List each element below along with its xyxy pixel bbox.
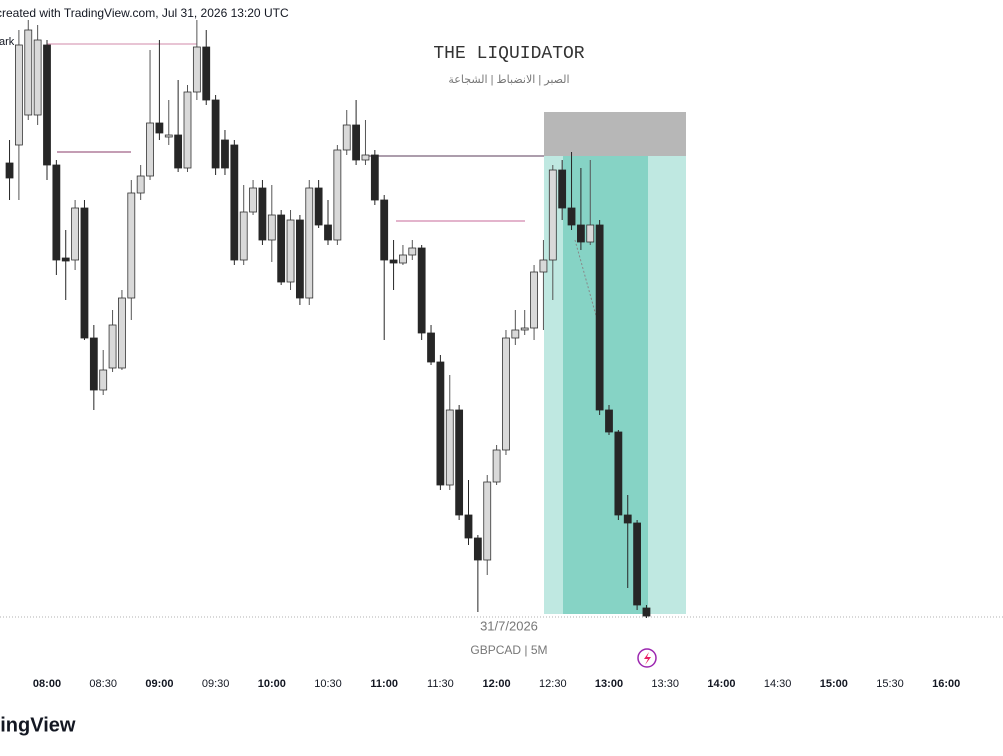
x-tick-label: 12:30 — [539, 678, 567, 690]
alert-icon[interactable] — [637, 648, 657, 668]
date: 31/7/2026 — [480, 618, 538, 633]
candle-body — [127, 192, 136, 299]
candle-body — [305, 187, 314, 299]
header: created with TradingView.com, Jul 31, 20… — [0, 6, 289, 20]
x-tick-label: 08:00 — [33, 678, 61, 690]
candle-body — [539, 259, 548, 273]
x-tick-label: 15:00 — [820, 678, 848, 690]
x-tick-label: 13:30 — [651, 678, 679, 690]
candle-body — [5, 162, 14, 179]
candle-body — [558, 169, 567, 209]
x-tick-label: 08:30 — [89, 678, 117, 690]
candle-body — [408, 247, 417, 256]
candle-body — [605, 409, 613, 433]
candle-body — [43, 44, 51, 166]
candle-body — [239, 211, 248, 261]
corner-text: ark — [0, 36, 15, 48]
candle-body — [370, 154, 379, 201]
x-tick-label: 14:00 — [707, 678, 735, 690]
candle-body — [108, 324, 117, 369]
candle-body — [249, 187, 257, 213]
stop-zone — [544, 112, 686, 156]
symbol: GBPCAD | 5M — [470, 643, 547, 657]
candle-body — [436, 361, 445, 486]
x-tick-label: 13:00 — [595, 678, 623, 690]
candle-body — [267, 214, 276, 241]
candle-body — [399, 254, 407, 264]
candle-body — [89, 337, 98, 391]
candle-body — [277, 214, 286, 283]
candle-body — [380, 199, 389, 261]
candle-body — [118, 297, 126, 369]
candle-body — [33, 39, 42, 116]
x-tick-label: 15:30 — [876, 678, 904, 690]
candle-body — [633, 522, 641, 606]
candle-body — [99, 369, 108, 391]
candle-body — [427, 332, 435, 363]
candle-body — [389, 259, 398, 264]
candle-body — [577, 224, 585, 243]
candle-body — [295, 219, 304, 299]
x-tick-label: 10:30 — [314, 678, 342, 690]
candle-body — [14, 44, 23, 146]
candle-body — [230, 144, 239, 261]
candle-body — [286, 219, 295, 283]
candle-body — [258, 187, 267, 241]
candle-body — [211, 99, 220, 169]
candle-body — [146, 122, 154, 177]
candle-body — [202, 46, 211, 101]
candle-body — [221, 139, 229, 169]
x-axis: 08:00 08:30 09:00 09:30 10:00 10:30 11:00 11:30… — [33, 678, 960, 690]
candle-body — [52, 164, 61, 261]
title: THE LIQUIDATOR — [433, 44, 584, 64]
candle-body — [492, 449, 501, 483]
candle-body — [483, 481, 492, 561]
candle-body — [455, 409, 464, 516]
candle-body — [361, 154, 370, 161]
candle-body — [642, 607, 651, 617]
x-tick-label: 16:00 — [932, 678, 960, 690]
candle-body — [473, 537, 482, 561]
candle-body — [548, 169, 557, 261]
candles — [5, 20, 651, 618]
candle-body — [520, 327, 529, 331]
candle-body — [464, 514, 473, 539]
candle-body — [511, 329, 520, 339]
candle-body — [61, 257, 70, 262]
candle-body — [333, 149, 342, 241]
x-tick-label: 09:00 — [145, 678, 173, 690]
x-tick-label: 09:30 — [202, 678, 230, 690]
candle-body — [417, 247, 426, 334]
x-tick-label: 12:00 — [483, 678, 511, 690]
candle-body — [183, 91, 192, 169]
candle-body — [342, 124, 351, 151]
x-tick-label: 11:30 — [427, 678, 454, 690]
candle-body — [567, 207, 576, 226]
candle-body — [530, 271, 538, 329]
candle-body — [71, 207, 79, 261]
candle-body — [623, 514, 632, 524]
candle-body — [155, 122, 164, 134]
candle-body — [24, 29, 33, 116]
candle-body — [324, 224, 332, 241]
x-tick-label: 14:30 — [764, 678, 792, 690]
brand: TradingView — [0, 714, 76, 736]
candle-body — [614, 431, 623, 516]
subtitle: الصبر | الانضباط | الشجاعة — [448, 74, 569, 86]
candle-body — [352, 124, 361, 161]
candle-body — [192, 46, 201, 93]
candle-body — [445, 409, 454, 486]
candle-body — [80, 207, 89, 339]
candle-body — [502, 337, 510, 451]
x-tick-label: 11:00 — [370, 678, 398, 690]
candle-body — [595, 224, 604, 411]
candle-body — [174, 134, 183, 169]
x-tick-label: 10:00 — [258, 678, 286, 690]
candle-body — [314, 187, 323, 226]
candle-body — [164, 134, 173, 138]
candle-body — [136, 175, 145, 194]
candle-body — [586, 224, 595, 243]
